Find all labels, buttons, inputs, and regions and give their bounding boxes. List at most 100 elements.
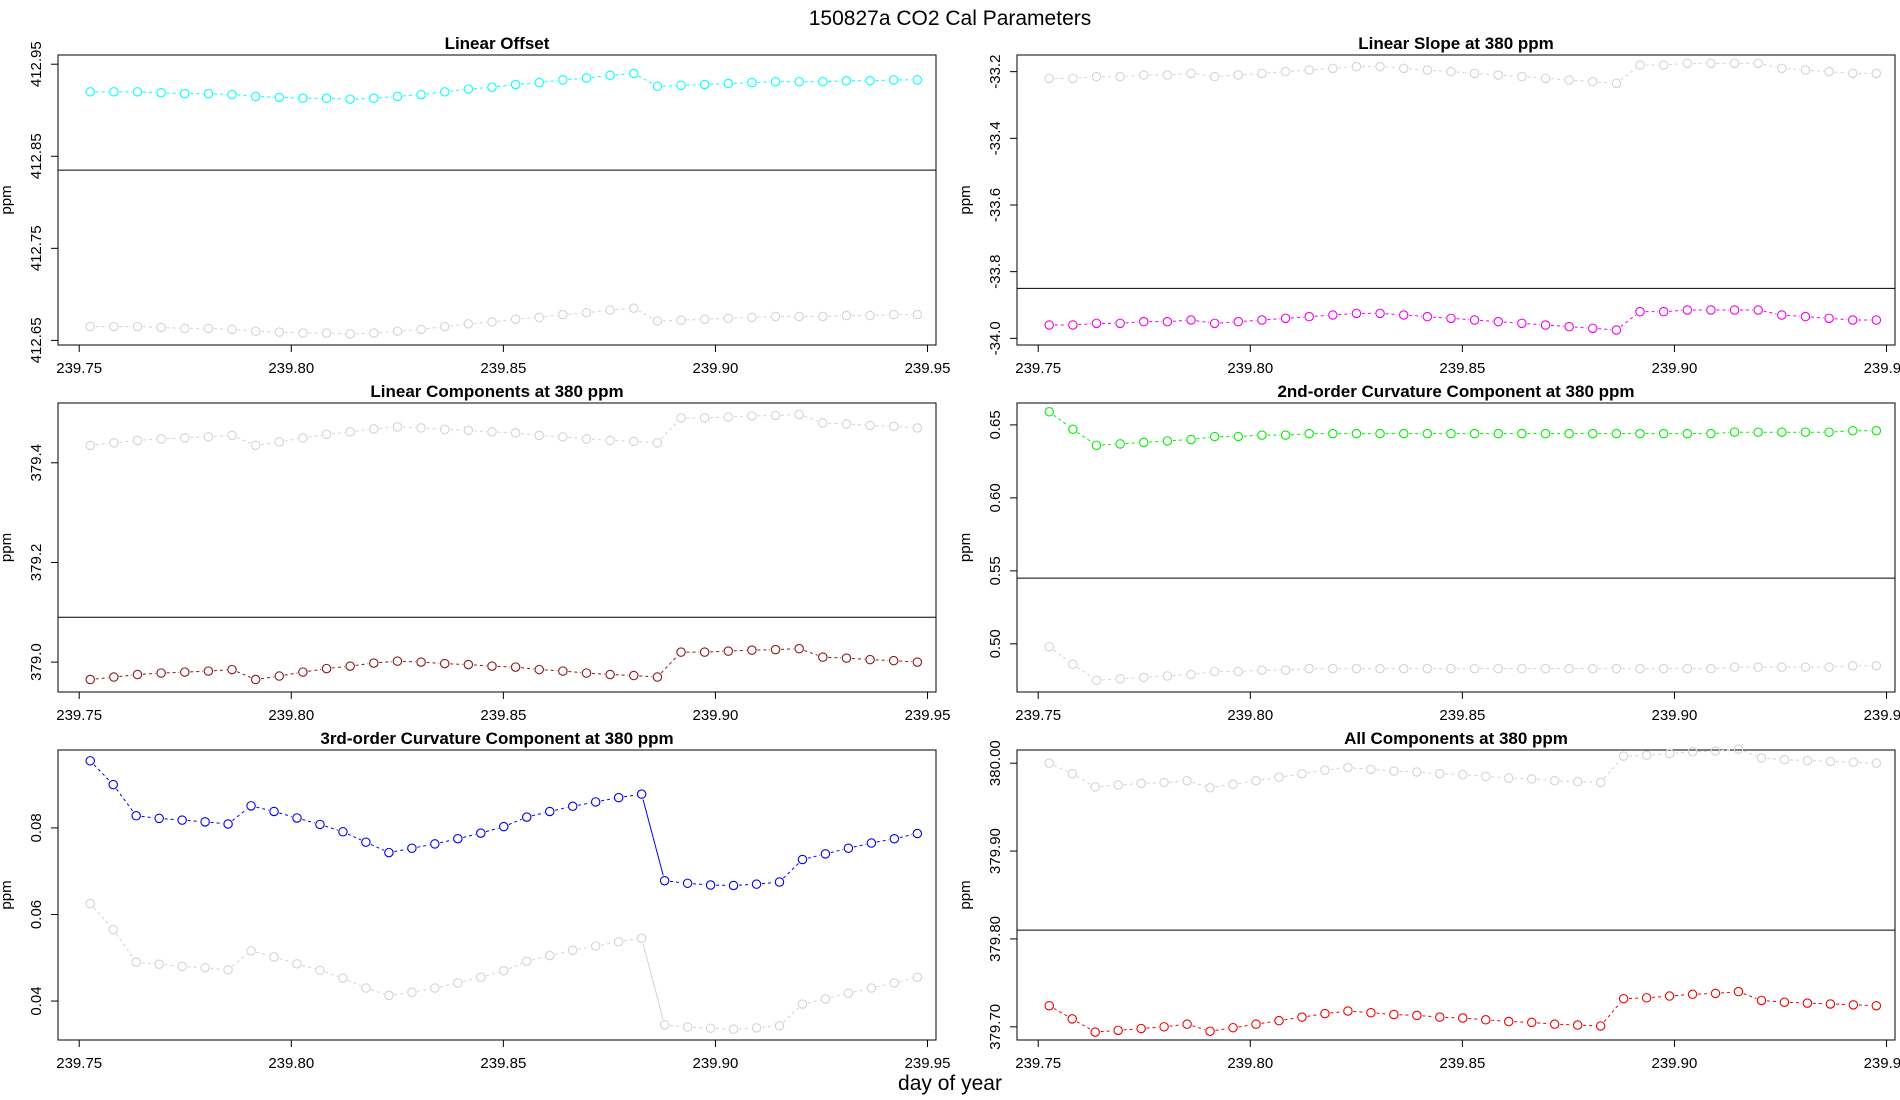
- data-point: [274, 327, 285, 337]
- data-point: [699, 413, 710, 423]
- data-point: [392, 326, 403, 336]
- data-point: [487, 661, 497, 671]
- x-tick-label: 239.90: [692, 1055, 738, 1072]
- panel-4: 2nd-order Curvature Component at 380 ppm…: [957, 382, 1900, 724]
- data-point: [156, 87, 166, 98]
- series-2: [1044, 58, 1882, 89]
- series-segment: [1652, 753, 1665, 756]
- data-point: [1228, 779, 1238, 790]
- data-point: [1800, 662, 1811, 672]
- data-point: [1366, 1008, 1376, 1018]
- x-tick-label: 239.85: [1439, 707, 1485, 724]
- data-point: [1257, 68, 1267, 79]
- series-segment: [256, 951, 269, 956]
- data-point: [747, 312, 757, 323]
- data-point: [1779, 997, 1790, 1007]
- data-point: [544, 950, 555, 961]
- data-point: [581, 73, 592, 83]
- data-point: [1503, 1016, 1514, 1027]
- data-point: [203, 323, 214, 334]
- series-segment: [237, 329, 251, 332]
- data-point: [1351, 663, 1362, 674]
- data-point: [1825, 756, 1836, 767]
- series-segment: [1172, 674, 1186, 677]
- data-point: [1729, 58, 1740, 69]
- series-segment: [1243, 73, 1257, 76]
- series-segment: [1432, 316, 1446, 319]
- data-point: [1446, 428, 1456, 439]
- data-point: [109, 438, 119, 448]
- data-point: [1517, 71, 1527, 82]
- data-point: [250, 91, 261, 102]
- series-segment: [1330, 1011, 1343, 1014]
- data-point: [652, 316, 663, 326]
- series-segment: [1125, 321, 1139, 324]
- data-point: [818, 311, 828, 322]
- series-segment: [394, 848, 407, 853]
- series-segment: [1376, 1012, 1389, 1015]
- series-segment: [1078, 323, 1092, 326]
- series-segment: [600, 798, 614, 802]
- data-point: [1588, 663, 1598, 674]
- data-point: [682, 1022, 693, 1032]
- data-point: [315, 819, 325, 830]
- data-point: [1549, 1019, 1560, 1029]
- series-segment: [1409, 68, 1422, 71]
- data-point: [203, 432, 214, 442]
- series-segment: [1763, 310, 1777, 315]
- series-segment: [1196, 436, 1210, 440]
- data-point: [1458, 1013, 1468, 1023]
- series-segment: [554, 951, 568, 955]
- data-point: [676, 315, 686, 325]
- series-segment: [1149, 675, 1162, 678]
- data-point: [109, 321, 119, 332]
- x-tick-label: 239.95: [905, 1055, 951, 1072]
- plot-frame: [1016, 54, 1896, 346]
- data-point: [1588, 76, 1598, 87]
- panel-title: 3rd-order Curvature Component at 380 ppm: [320, 729, 673, 748]
- series-segment: [876, 983, 890, 988]
- data-point: [605, 70, 615, 81]
- data-point: [1320, 1008, 1330, 1019]
- data-point: [298, 667, 308, 677]
- data-point: [866, 838, 877, 848]
- y-tick-label: -33.8: [987, 255, 1004, 289]
- y-tick-label: 412.75: [28, 225, 45, 271]
- series-segment: [1238, 1024, 1251, 1028]
- series-segment: [544, 314, 558, 318]
- x-tick-label: 239.85: [1439, 360, 1485, 377]
- series-segment: [642, 943, 664, 1020]
- series-segment: [1675, 751, 1688, 754]
- data-point: [463, 659, 474, 670]
- series-segment: [1456, 71, 1470, 74]
- data-point: [1115, 318, 1125, 329]
- series-segment: [1101, 443, 1115, 446]
- series-segment: [1291, 316, 1304, 319]
- data-point: [1375, 308, 1385, 319]
- series-segment: [232, 808, 248, 821]
- series-segment: [568, 312, 582, 315]
- data-point: [1136, 778, 1146, 789]
- data-point: [723, 313, 734, 324]
- data-point: [1274, 772, 1284, 782]
- x-tick-label: 239.80: [268, 1055, 314, 1072]
- data-point: [85, 674, 95, 685]
- series-segment: [508, 962, 522, 970]
- series-segment: [1077, 431, 1093, 443]
- series-segment: [450, 89, 463, 92]
- data-point: [298, 93, 308, 104]
- data-point: [227, 664, 237, 675]
- data-point: [794, 311, 804, 322]
- series-segment: [213, 435, 227, 438]
- data-point: [250, 326, 261, 336]
- series-segment: [485, 971, 499, 977]
- series-segment: [142, 438, 156, 441]
- data-point: [1186, 434, 1196, 445]
- series-segment: [450, 323, 463, 327]
- series-segment: [639, 675, 652, 678]
- data-point: [1588, 428, 1598, 439]
- series-segment: [615, 674, 629, 676]
- series-segment: [828, 422, 841, 425]
- series-segment: [1053, 1008, 1068, 1017]
- data-point: [1044, 73, 1054, 84]
